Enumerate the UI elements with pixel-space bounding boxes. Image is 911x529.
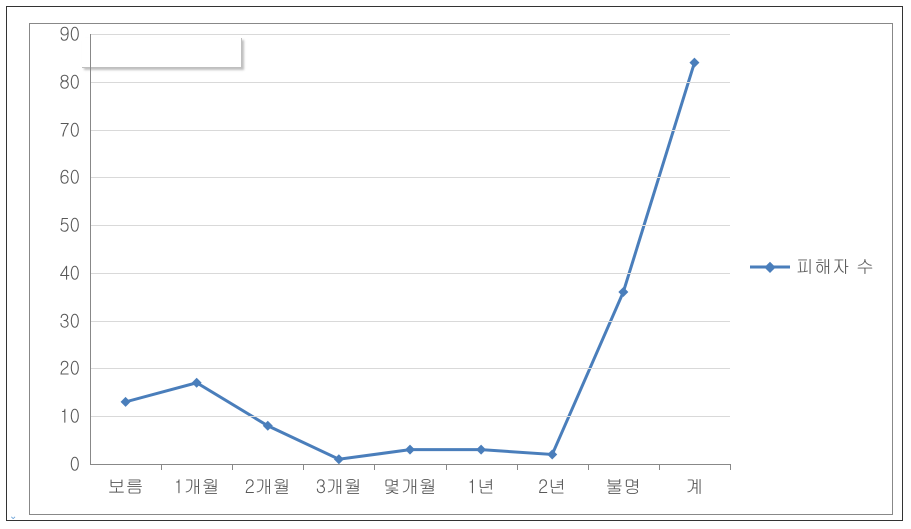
x-tick-mark <box>161 464 162 470</box>
x-tick-mark <box>730 464 731 470</box>
y-tick-label: 80 <box>30 69 80 94</box>
y-tick-label: 90 <box>30 22 80 47</box>
gridline <box>90 82 730 83</box>
chart-frame: 0 10 20 30 40 50 60 70 80 90 보름 1개월 2개월 3개월 몇개월 1년 2년 불명… <box>29 23 893 515</box>
x-tick-mark <box>232 464 233 470</box>
gridline <box>90 130 730 131</box>
line-series <box>90 34 730 464</box>
gridline <box>90 368 730 369</box>
x-tick-label: 2년 <box>538 474 566 499</box>
data-point-marker <box>547 449 557 459</box>
legend-label: 피해자 수 <box>796 254 874 279</box>
legend-marker <box>750 259 790 275</box>
x-tick-mark <box>374 464 375 470</box>
y-tick-label: 70 <box>30 117 80 142</box>
x-tick-mark <box>659 464 660 470</box>
y-tick-label: 40 <box>30 260 80 285</box>
gridline <box>90 177 730 178</box>
gridline <box>90 225 730 226</box>
x-tick-label: 계 <box>685 474 703 499</box>
gridline <box>90 34 730 35</box>
diamond-icon <box>765 261 776 272</box>
y-tick-label: 50 <box>30 213 80 238</box>
x-tick-mark <box>303 464 304 470</box>
legend: 피해자 수 <box>750 254 874 279</box>
y-tick-label: 20 <box>30 356 80 381</box>
x-tick-label: 1년 <box>467 474 495 499</box>
gridline <box>90 321 730 322</box>
x-tick-label: 1개월 <box>173 474 219 499</box>
outer-border: 0 10 20 30 40 50 60 70 80 90 보름 1개월 2개월 3개월 몇개월 1년 2년 불명… <box>6 6 903 521</box>
data-point-marker <box>476 445 486 455</box>
data-point-marker <box>618 287 628 297</box>
x-tick-mark <box>588 464 589 470</box>
y-tick-label: 0 <box>30 452 80 477</box>
x-axis-line <box>90 464 730 465</box>
y-tick-label: 10 <box>30 404 80 429</box>
plot-area <box>90 34 730 464</box>
data-point-marker <box>689 58 699 68</box>
x-tick-label: 2개월 <box>245 474 291 499</box>
gridline <box>90 273 730 274</box>
y-tick-label: 60 <box>30 165 80 190</box>
data-point-marker <box>334 454 344 464</box>
x-tick-label: 몇개월 <box>383 474 437 499</box>
gridline <box>90 416 730 417</box>
x-tick-mark <box>446 464 447 470</box>
x-tick-label: 보름 <box>108 474 144 499</box>
y-tick-label: 30 <box>30 308 80 333</box>
x-tick-label: 불명 <box>605 474 641 499</box>
data-point-marker <box>121 397 131 407</box>
data-point-marker <box>405 445 415 455</box>
y-axis-line <box>90 34 91 464</box>
series-line <box>126 63 695 460</box>
x-tick-label: 3개월 <box>316 474 362 499</box>
stray-mark: ⌄ <box>9 512 15 518</box>
x-tick-mark <box>517 464 518 470</box>
